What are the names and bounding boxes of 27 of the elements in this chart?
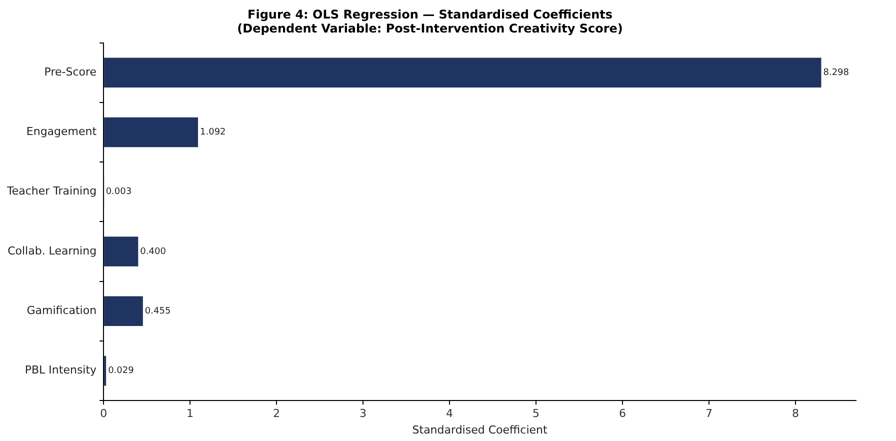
x-tick-label: 3 xyxy=(360,407,367,420)
y-tick-label: Gamification xyxy=(26,304,97,318)
bar xyxy=(104,236,138,266)
x-tick-label: 4 xyxy=(446,407,454,420)
data-label: 0.400 xyxy=(140,246,166,257)
bar xyxy=(104,58,822,88)
data-label: 0.455 xyxy=(144,306,171,316)
bar xyxy=(104,296,143,326)
chart-title: Figure 4: OLS Regression — Standardised Coefficients (Dependent Variable: Post-Intervention Creativity Score) xyxy=(237,7,623,36)
data-label: 0.003 xyxy=(106,187,132,198)
x-tick-label: 6 xyxy=(618,407,626,420)
x-tick-label: 5 xyxy=(532,407,540,420)
x-tick-label: 8 xyxy=(792,407,799,420)
x-tick-label: 7 xyxy=(705,407,712,420)
data-label: 8.298 xyxy=(823,68,850,78)
y-tick-label: Teacher Training xyxy=(6,184,97,198)
bar xyxy=(104,117,198,148)
y-tick-label: Collab. Learning xyxy=(8,244,97,258)
data-label: 1.092 xyxy=(200,128,226,138)
x-tick-label: 2 xyxy=(273,407,280,420)
x-axis-title: Standardised Coefficient xyxy=(412,423,548,436)
y-tick-label: Pre-Score xyxy=(44,65,97,78)
x-tick-label: 0 xyxy=(100,407,108,420)
data-label: 0.029 xyxy=(108,366,134,376)
x-tick-label: 1 xyxy=(186,407,194,420)
y-tick-label: PBL Intensity xyxy=(24,364,98,377)
y-tick-label: Engagement xyxy=(26,125,98,138)
